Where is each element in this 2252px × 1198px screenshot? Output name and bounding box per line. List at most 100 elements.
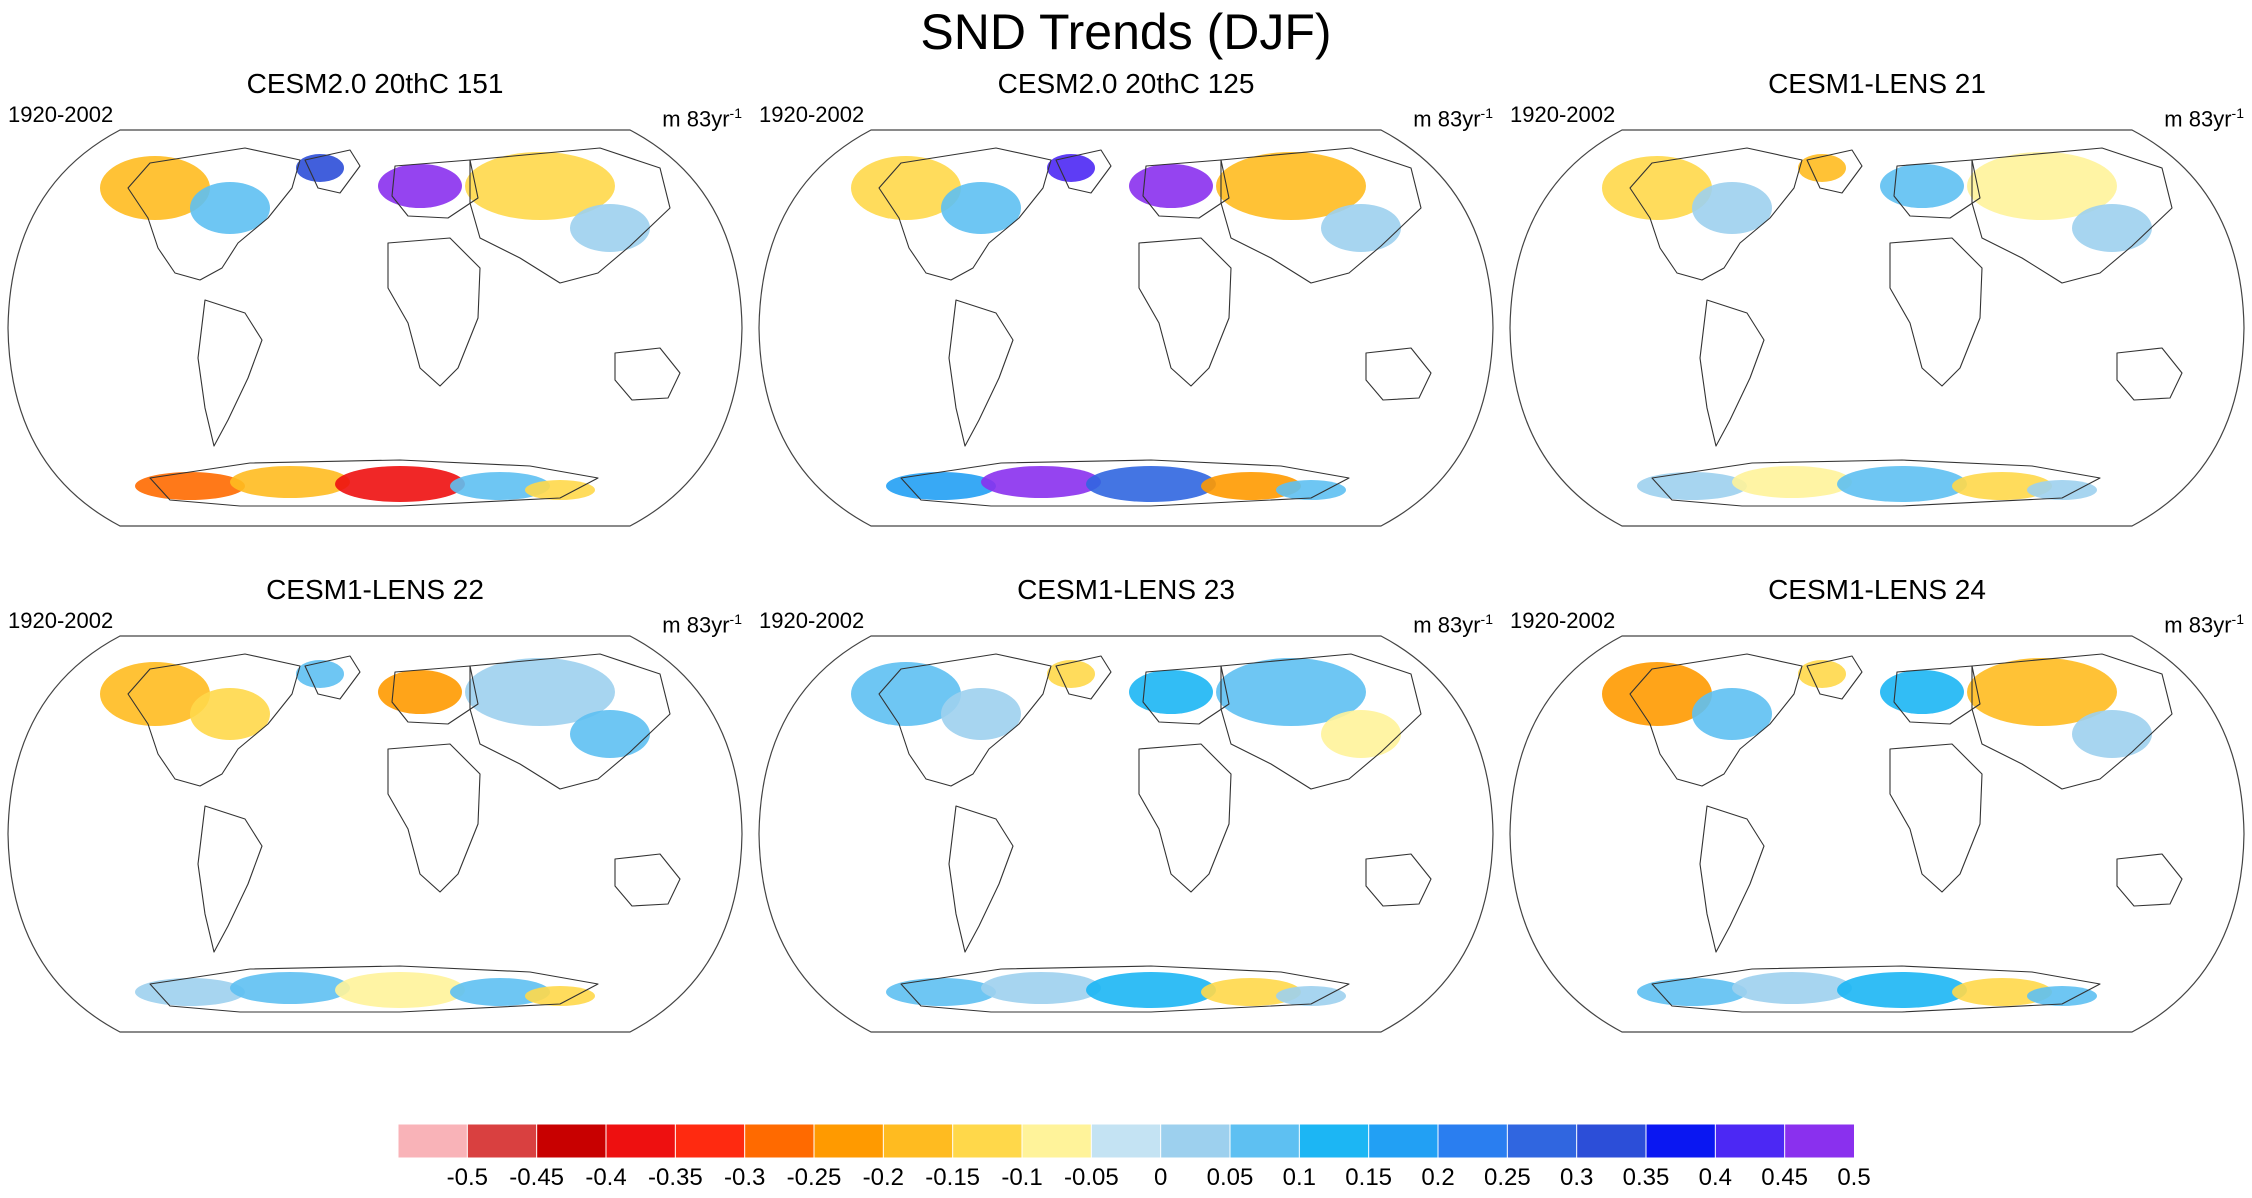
coastline-africa bbox=[387, 237, 481, 387]
map-frame bbox=[7, 129, 743, 527]
panel-title: CESM1-LENS 24 bbox=[1768, 574, 1986, 605]
panel-period: 1920-2002 bbox=[8, 608, 114, 633]
trend-patch-south bbox=[1276, 480, 1346, 500]
trend-patch-north bbox=[1321, 710, 1401, 758]
trend-patch-north bbox=[378, 670, 462, 714]
coastline-africa bbox=[1138, 237, 1232, 387]
map-canvas bbox=[1509, 635, 2245, 1033]
colorbar-tick-label: 0.3 bbox=[1559, 1164, 1594, 1191]
coastline-south-america bbox=[197, 299, 263, 447]
colorbar-tick-label: 0.05 bbox=[1206, 1164, 1254, 1191]
map-frame bbox=[758, 129, 1494, 527]
colorbar-tick-label: -0.25 bbox=[786, 1164, 842, 1191]
panel-units: m 83yr-1 bbox=[1413, 100, 1493, 132]
colorbar-box bbox=[605, 1124, 677, 1158]
trend-patch-south bbox=[525, 480, 595, 500]
colorbar-tick-label: -0.5 bbox=[446, 1164, 489, 1191]
colorbar bbox=[398, 1124, 1854, 1158]
trend-patch-north bbox=[1602, 662, 1712, 726]
trend-patch-north bbox=[190, 182, 270, 234]
trend-patch-south bbox=[2027, 986, 2097, 1006]
colorbar-tick-label: 0.1 bbox=[1282, 1164, 1317, 1191]
map-frame bbox=[758, 635, 1494, 1033]
trend-patch-north bbox=[851, 156, 961, 220]
trend-patch-south bbox=[886, 472, 996, 500]
trend-patch-north bbox=[1692, 688, 1772, 740]
trend-patch-south bbox=[230, 466, 350, 498]
colorbar-tick-label: 0.45 bbox=[1761, 1164, 1809, 1191]
trend-patch-south bbox=[1637, 978, 1747, 1006]
trend-patch-north bbox=[1967, 658, 2117, 726]
trend-patch-south bbox=[1201, 978, 1301, 1006]
trend-patch-south bbox=[1952, 472, 2052, 500]
coastline-asia bbox=[1971, 653, 2173, 790]
colorbar-tick-label: 0.5 bbox=[1837, 1164, 1871, 1191]
colorbar-box bbox=[1298, 1124, 1370, 1158]
figure-title: SND Trends (DJF) bbox=[920, 4, 1332, 60]
colorbar-box bbox=[536, 1124, 608, 1158]
coastline-south-america bbox=[948, 805, 1014, 953]
trend-patch-south bbox=[1201, 472, 1301, 500]
coastline-asia bbox=[469, 653, 671, 790]
coastline-australia bbox=[614, 347, 681, 401]
units-exponent: -1 bbox=[729, 611, 742, 627]
panel-period: 1920-2002 bbox=[8, 102, 114, 127]
panel-title: CESM1-LENS 23 bbox=[1017, 574, 1235, 605]
trend-patch-south bbox=[1732, 466, 1852, 498]
coastline-asia bbox=[1220, 653, 1422, 790]
colorbar-tick-label: -0.05 bbox=[1063, 1164, 1119, 1191]
colorbar-tick-label: -0.15 bbox=[925, 1164, 981, 1191]
colorbar-tick-label: -0.1 bbox=[1001, 1164, 1043, 1191]
coastline-australia bbox=[2116, 853, 2183, 907]
coastline-north-america bbox=[1629, 147, 1803, 281]
colorbar-box bbox=[1784, 1124, 1854, 1158]
coastline-antarctica bbox=[1651, 965, 2101, 1013]
trend-patch-south bbox=[335, 466, 465, 502]
units-base: m 83yr bbox=[662, 612, 730, 638]
coastline-africa bbox=[1889, 743, 1983, 893]
trend-patch-south bbox=[135, 472, 245, 500]
trend-patch-south bbox=[525, 986, 595, 1006]
map-frame bbox=[7, 635, 743, 1033]
coastline-australia bbox=[1365, 347, 1432, 401]
map-canvas bbox=[758, 129, 1494, 527]
trend-patch-north bbox=[941, 182, 1021, 234]
trend-patch-south bbox=[1276, 986, 1346, 1006]
coastline-north-america bbox=[127, 147, 301, 281]
trend-patch-north bbox=[465, 658, 615, 726]
trend-patch-south bbox=[1637, 472, 1747, 500]
trend-patch-north bbox=[2072, 710, 2152, 758]
colorbar-tick-label: -0.3 bbox=[723, 1164, 766, 1191]
panel-period: 1920-2002 bbox=[759, 102, 865, 127]
trend-patch-south bbox=[135, 978, 245, 1006]
panel-title: CESM2.0 20thC 125 bbox=[997, 68, 1255, 99]
coastline-north-america bbox=[1629, 653, 1803, 787]
coastline-greenland bbox=[304, 655, 361, 700]
trend-patch-north bbox=[1798, 154, 1846, 182]
trend-patch-south bbox=[981, 972, 1101, 1004]
map-canvas bbox=[7, 635, 743, 1033]
trend-patch-north bbox=[1129, 670, 1213, 714]
coastline-north-america bbox=[878, 653, 1052, 787]
coastline-australia bbox=[614, 853, 681, 907]
map-canvas bbox=[758, 635, 1494, 1033]
trend-patch-north bbox=[1602, 156, 1712, 220]
trend-patch-south bbox=[1732, 972, 1852, 1004]
map-panel: CESM1-LENS 21 1920-2002 m 83yr-1 bbox=[1502, 68, 2252, 548]
units-exponent: -1 bbox=[1480, 611, 1493, 627]
trend-patch-north bbox=[1692, 182, 1772, 234]
trend-patch-north bbox=[296, 660, 344, 688]
coastline-africa bbox=[1138, 743, 1232, 893]
units-base: m 83yr bbox=[662, 106, 730, 132]
coastline-north-america bbox=[127, 653, 301, 787]
coastline-antarctica bbox=[900, 459, 1350, 507]
trend-patch-north bbox=[100, 662, 210, 726]
colorbar-labels: -0.5 -0.45 -0.4 -0.35 -0.3 -0.25 -0.2 -0.15 -0.1… bbox=[0, 1164, 2252, 1194]
colorbar-tick-label: 0.2 bbox=[1421, 1164, 1455, 1191]
colorbar-tick-label: -0.2 bbox=[862, 1164, 905, 1191]
trend-patch-north bbox=[2072, 204, 2152, 252]
units-base: m 83yr bbox=[1413, 612, 1481, 638]
panel-title: CESM1-LENS 22 bbox=[266, 574, 484, 605]
trend-patch-south bbox=[886, 978, 996, 1006]
